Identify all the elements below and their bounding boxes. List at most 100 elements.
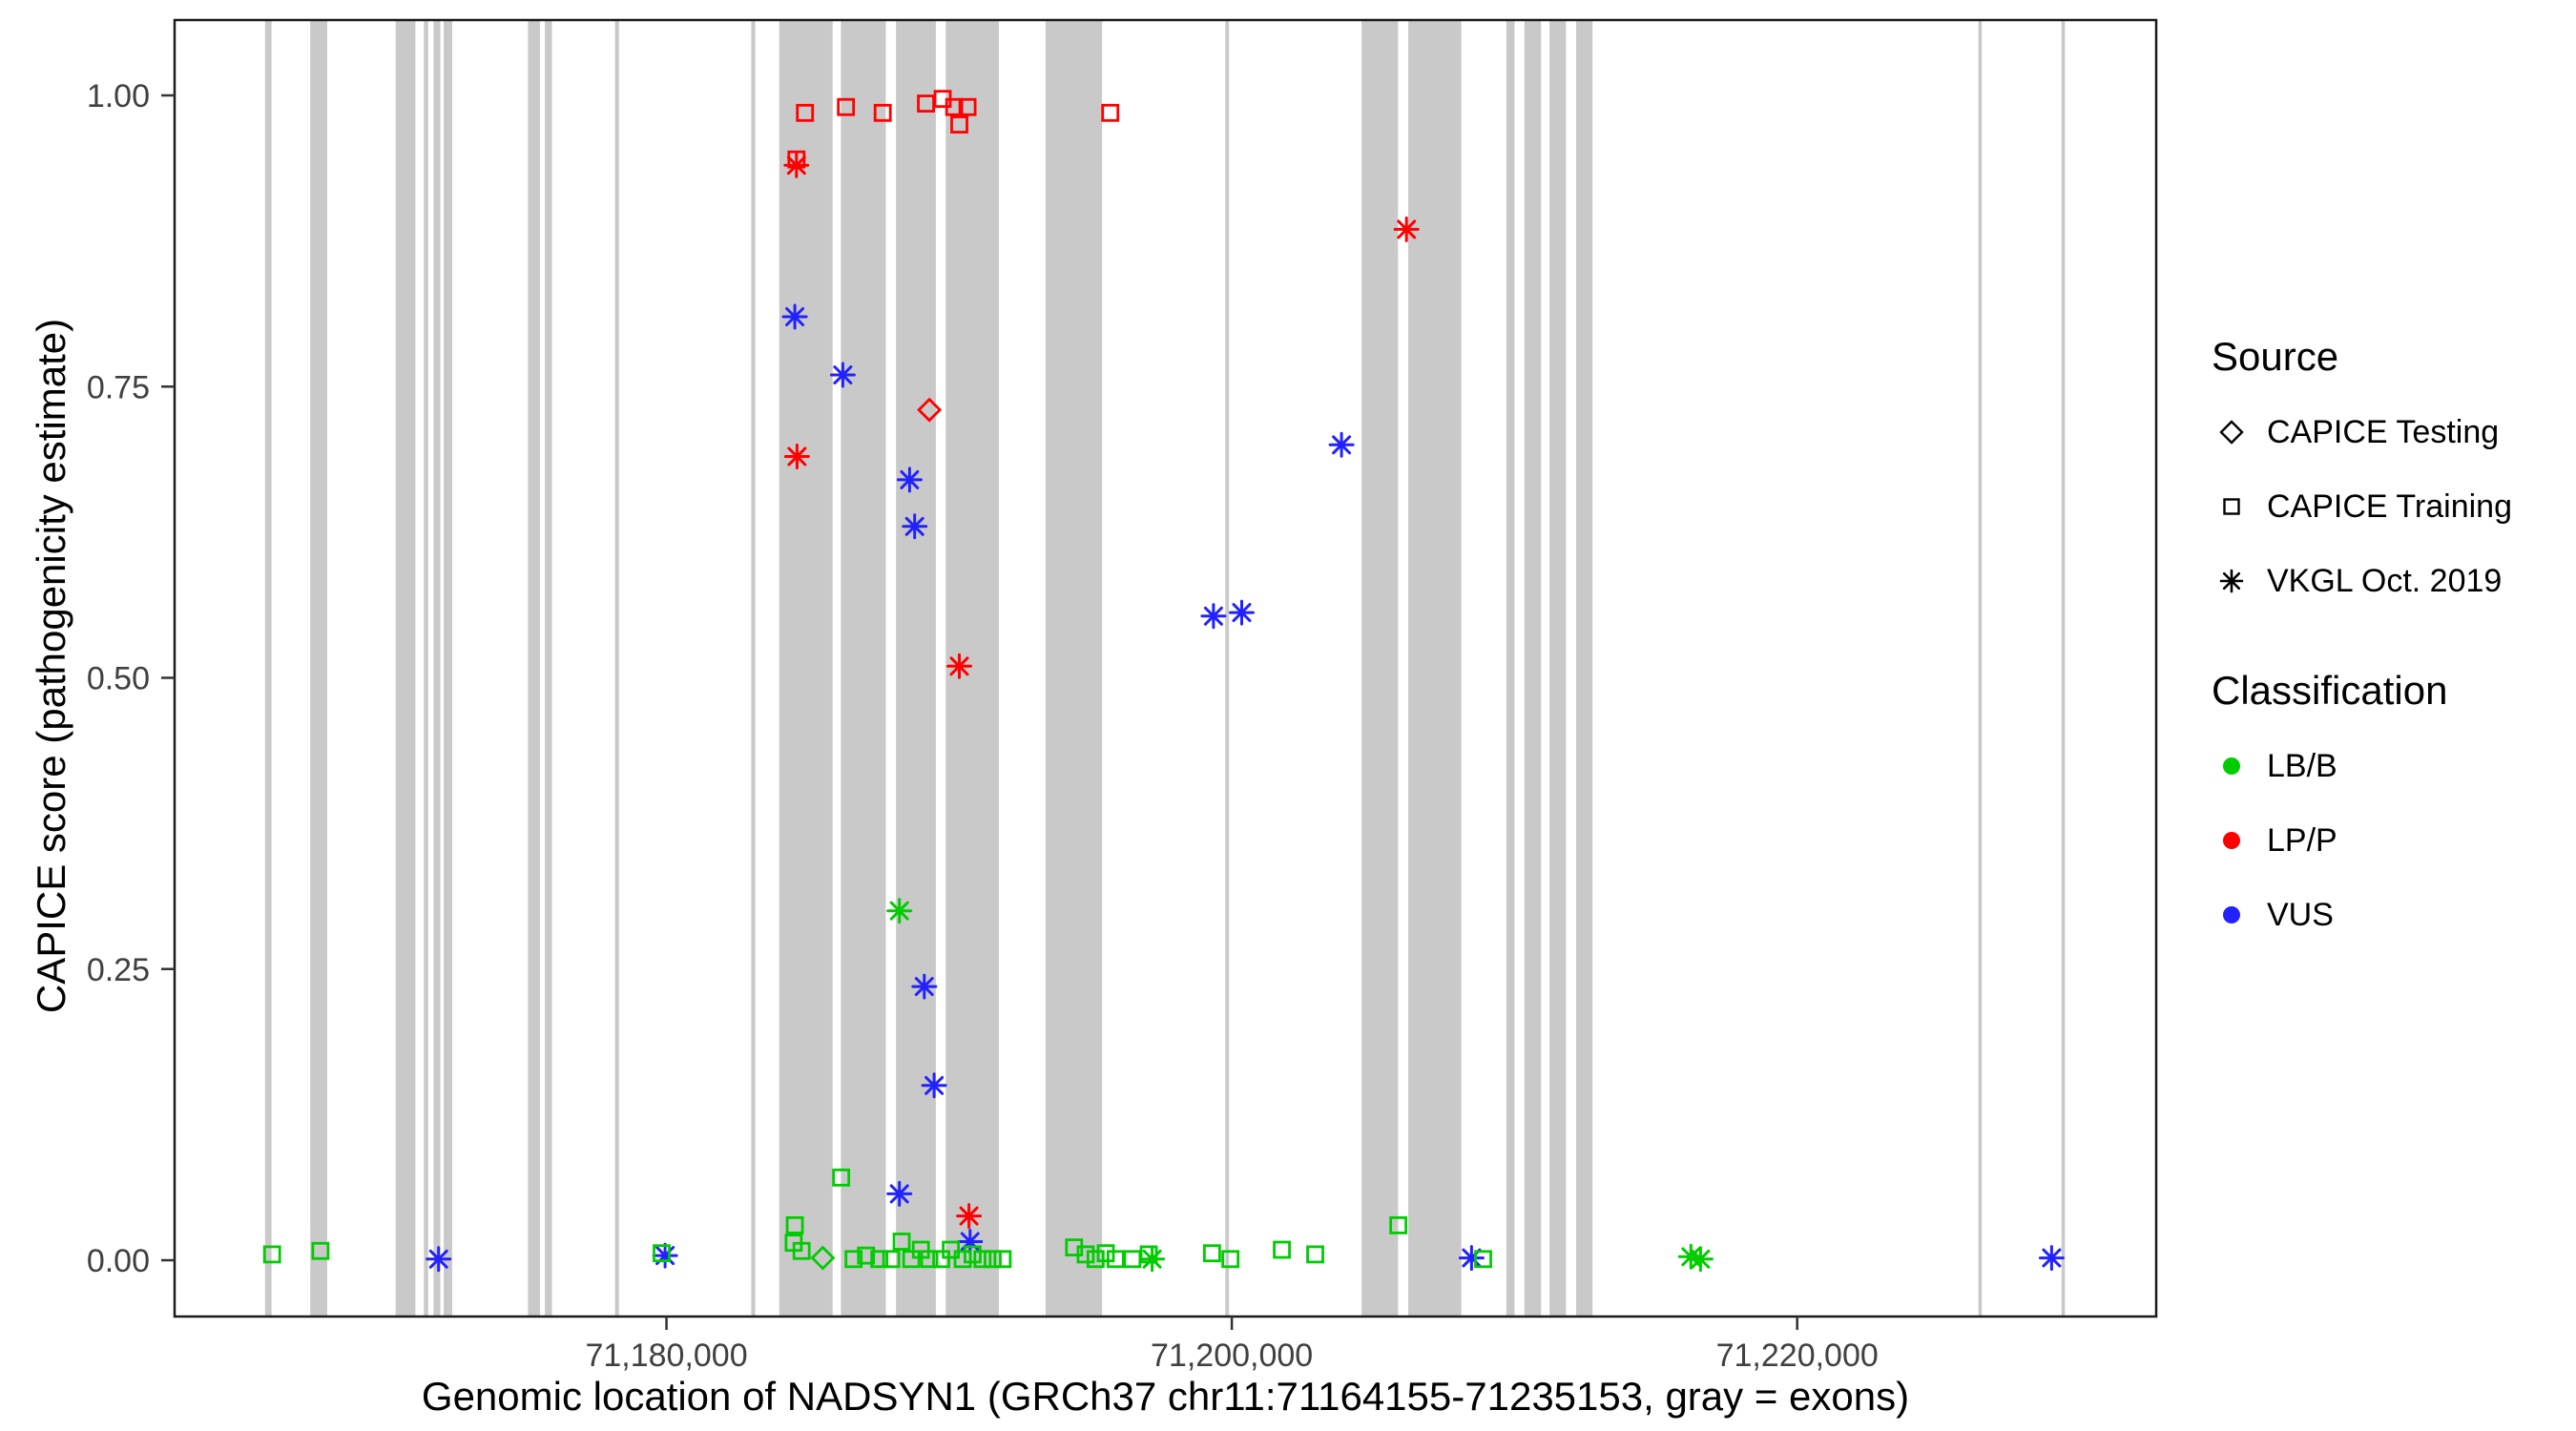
data-point-training-LBB: [1474, 1250, 1492, 1269]
data-point-training-LBB: [1106, 1250, 1125, 1269]
data-point-training-LBB: [870, 1250, 889, 1269]
exon-band: [1978, 20, 1983, 1317]
data-point-training-LBB: [942, 1240, 961, 1259]
data-point-training-LBB: [311, 1241, 330, 1260]
data-point-testing-LBB: [810, 1245, 836, 1271]
data-point-training-LPP: [1101, 103, 1120, 122]
legend: Source CAPICE Testing CAPICE Training VKGL…: [2212, 334, 2574, 965]
data-point-training-LPP: [950, 115, 968, 134]
data-point-training-LBB: [993, 1250, 1012, 1269]
y-tick-label: 1.00: [87, 78, 150, 114]
data-point-training-LPP: [958, 97, 977, 116]
circle-icon: [2212, 746, 2252, 786]
exon-band: [424, 20, 428, 1317]
data-point-vkgl-LPP: [783, 152, 810, 178]
exon-band: [2061, 20, 2066, 1317]
y-tick-label: 0.75: [87, 369, 150, 405]
legend-item-label: LP/P: [2267, 821, 2337, 859]
exon-band: [751, 20, 756, 1317]
exon-band: [1225, 20, 1230, 1317]
data-point-training-LBB: [1139, 1245, 1158, 1264]
data-point-training-LPP: [945, 97, 964, 116]
x-tick-label: 71,200,000: [1151, 1338, 1313, 1374]
data-point-training-LBB: [1273, 1240, 1291, 1259]
exon-band: [433, 20, 441, 1317]
y-tick-label: 0.50: [87, 661, 150, 697]
x-axis-title: Genomic location of NADSYN1 (GRCh37 chr1…: [421, 1374, 1910, 1419]
legend-item-vkgl-oct-2019: VKGL Oct. 2019: [2212, 557, 2574, 605]
data-point-vkgl-LPP: [1393, 216, 1420, 242]
data-point-training-LBB: [920, 1250, 939, 1269]
legend-item-label: CAPICE Testing: [2267, 413, 2500, 450]
data-point-vkgl-LBB: [1687, 1246, 1714, 1273]
data-point-vkgl-VUS: [1229, 599, 1255, 626]
asterisk-icon: [2212, 561, 2252, 601]
exon-band: [779, 20, 833, 1317]
legend-classification-title: Classification: [2212, 668, 2448, 713]
legend-item-capice-training: CAPICE Training: [2212, 483, 2574, 530]
data-point-training-LPP: [917, 94, 935, 113]
data-point-vkgl-VUS: [896, 467, 923, 493]
data-point-training-LBB: [792, 1241, 811, 1260]
data-point-vkgl-VUS: [426, 1246, 452, 1273]
data-point-training-LPP: [796, 103, 815, 122]
exon-band: [841, 20, 886, 1317]
data-point-training-LBB: [932, 1250, 950, 1269]
data-point-training-LBB: [1389, 1215, 1408, 1234]
legend-item-lb-b: LB/B: [2212, 742, 2574, 790]
data-point-vkgl-LBB: [886, 898, 913, 924]
diamond-icon: [2212, 412, 2252, 452]
legend-item-label: VKGL Oct. 2019: [2267, 562, 2503, 599]
data-point-training-LPP: [837, 97, 856, 116]
x-tick-label: 71,220,000: [1716, 1338, 1879, 1374]
exon-band: [896, 20, 936, 1317]
data-point-training-LBB: [964, 1245, 982, 1264]
exon-band: [614, 20, 619, 1317]
data-point-training-LBB: [1306, 1245, 1324, 1264]
data-point-training-LPP: [873, 103, 892, 122]
legend-item-lp-p: LP/P: [2212, 817, 2574, 864]
data-point-training-LBB: [857, 1246, 876, 1265]
exon-band: [1576, 20, 1593, 1317]
legend-source-items: CAPICE Testing CAPICE Training VKGL Oct. 2…: [2212, 408, 2574, 605]
exon-band: [444, 20, 452, 1317]
exon-band: [1524, 20, 1542, 1317]
legend-item-vus: VUS: [2212, 891, 2574, 939]
data-point-vkgl-VUS: [902, 513, 928, 540]
exon-band: [264, 20, 272, 1317]
y-tick-label: 0.00: [87, 1243, 150, 1279]
data-point-vkgl-VUS: [957, 1229, 984, 1255]
data-point-training-LBB: [1221, 1250, 1240, 1269]
data-point-vkgl-LBB: [1139, 1246, 1166, 1273]
data-point-testing-LPP: [917, 397, 943, 423]
circle-icon: [2212, 820, 2252, 861]
exon-band: [1361, 20, 1399, 1317]
square-icon: [2212, 487, 2252, 527]
legend-item-label: CAPICE Training: [2267, 487, 2512, 525]
data-point-training-LBB: [953, 1250, 972, 1269]
data-point-vkgl-LPP: [956, 1203, 983, 1230]
data-point-training-LBB: [844, 1250, 863, 1269]
y-tick-label: 0.25: [87, 952, 150, 988]
data-point-training-LBB: [1076, 1245, 1095, 1264]
exon-band: [1506, 20, 1515, 1317]
data-point-training-LBB: [653, 1244, 671, 1263]
data-point-training-LBB: [785, 1215, 804, 1234]
data-point-vkgl-VUS: [1200, 603, 1227, 630]
data-point-vkgl-VUS: [1328, 431, 1355, 458]
exon-band: [945, 20, 999, 1317]
data-point-training-LBB: [1096, 1244, 1115, 1263]
exon-band: [310, 20, 327, 1317]
circle-icon: [2212, 895, 2252, 935]
data-point-training-LBB: [902, 1250, 921, 1269]
data-point-training-LBB: [1123, 1250, 1142, 1269]
exon-band: [545, 20, 552, 1317]
data-point-training-LBB: [892, 1233, 911, 1251]
data-point-vkgl-LPP: [783, 444, 810, 469]
data-point-training-LBB: [1086, 1250, 1105, 1269]
exon-band: [1549, 20, 1567, 1317]
exon-band: [528, 20, 541, 1317]
data-point-vkgl-VUS: [921, 1072, 947, 1099]
